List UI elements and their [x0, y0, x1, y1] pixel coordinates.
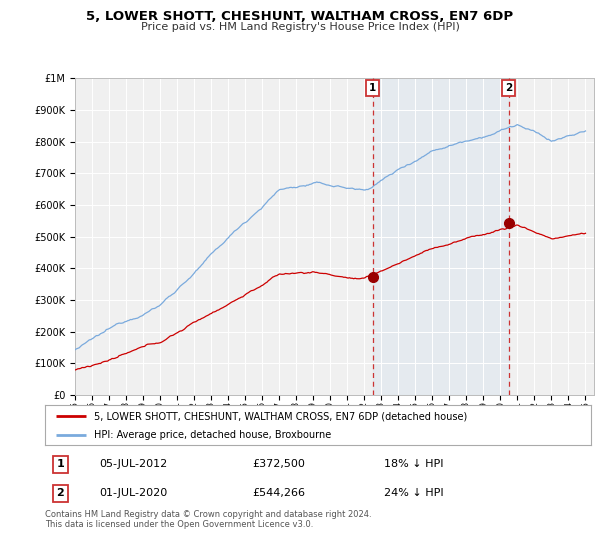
Text: 5, LOWER SHOTT, CHESHUNT, WALTHAM CROSS, EN7 6DP (detached house): 5, LOWER SHOTT, CHESHUNT, WALTHAM CROSS,… [94, 411, 467, 421]
Text: £372,500: £372,500 [253, 459, 305, 469]
Text: 5, LOWER SHOTT, CHESHUNT, WALTHAM CROSS, EN7 6DP: 5, LOWER SHOTT, CHESHUNT, WALTHAM CROSS,… [86, 10, 514, 23]
Text: 1: 1 [56, 459, 64, 469]
Text: 2: 2 [56, 488, 64, 498]
Text: HPI: Average price, detached house, Broxbourne: HPI: Average price, detached house, Brox… [94, 430, 331, 440]
Text: 05-JUL-2012: 05-JUL-2012 [100, 459, 168, 469]
Text: 01-JUL-2020: 01-JUL-2020 [100, 488, 168, 498]
Text: £544,266: £544,266 [253, 488, 305, 498]
Text: 1: 1 [369, 83, 376, 93]
Text: 24% ↓ HPI: 24% ↓ HPI [383, 488, 443, 498]
Text: Price paid vs. HM Land Registry's House Price Index (HPI): Price paid vs. HM Land Registry's House … [140, 22, 460, 32]
Bar [373, 78, 509, 395]
Text: 18% ↓ HPI: 18% ↓ HPI [383, 459, 443, 469]
Text: 2: 2 [505, 83, 512, 93]
Text: Contains HM Land Registry data © Crown copyright and database right 2024.
This d: Contains HM Land Registry data © Crown c… [45, 510, 371, 529]
